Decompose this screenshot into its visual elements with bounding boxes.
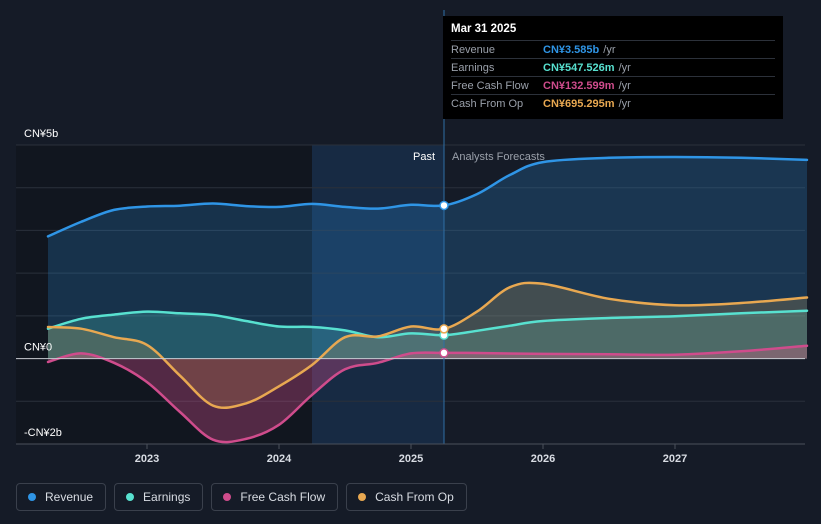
highlight-region-background [312, 145, 444, 444]
tooltip-row-cash-from-op: Cash From Op CN¥695.295m /yr [451, 94, 775, 112]
data-tooltip: Mar 31 2025 Revenue CN¥3.585b /yr Earnin… [443, 16, 783, 119]
x-tick-label: 2026 [531, 453, 555, 465]
tooltip-row-revenue: Revenue CN¥3.585b /yr [451, 40, 775, 58]
forecast-label: Analysts Forecasts [452, 151, 545, 163]
legend-label: Earnings [143, 490, 191, 504]
free-cash-flow-dot-icon [223, 493, 232, 501]
x-tick-label: 2023 [135, 453, 159, 465]
free-cash-flow-area [48, 345, 807, 443]
y-tick-label: -CN¥2b [24, 427, 62, 439]
chart-legend: Revenue Earnings Free Cash Flow Cash Fro… [16, 483, 467, 511]
tooltip-unit: /yr [618, 97, 631, 110]
y-axis-labels: CN¥5b CN¥0 -CN¥2b [24, 128, 62, 439]
tooltip-date: Mar 31 2025 [451, 23, 517, 35]
legend-label: Revenue [45, 490, 94, 504]
revenue-dot-icon [28, 493, 36, 501]
tooltip-label: Free Cash Flow [451, 79, 529, 92]
tooltip-value: CN¥3.585b [543, 43, 600, 56]
tooltip-value: CN¥695.295m [543, 97, 615, 110]
cash-from-op-dot-icon [358, 493, 367, 501]
revenue-line [46, 155, 809, 238]
free-cash-flow-marker [439, 348, 449, 358]
tooltip-unit: /yr [618, 61, 631, 74]
legend-item-earnings[interactable]: Earnings [114, 483, 204, 511]
series-lines [46, 155, 809, 444]
legend-item-cash-from-op[interactable]: Cash From Op [346, 483, 467, 511]
y-tick-label: CN¥5b [24, 128, 58, 140]
legend-item-free-cash-flow[interactable]: Free Cash Flow [211, 483, 339, 511]
revenue-area [48, 157, 807, 359]
legend-label: Free Cash Flow [240, 490, 326, 504]
tooltip-row-earnings: Earnings CN¥547.526m /yr [451, 58, 775, 76]
tooltip-row-free-cash-flow: Free Cash Flow CN¥132.599m /yr [451, 76, 775, 94]
tooltip-label: Cash From Op [451, 97, 524, 110]
revenue-marker [439, 200, 449, 211]
cash-from-op-line [46, 281, 809, 410]
legend-item-revenue[interactable]: Revenue [16, 483, 107, 511]
free-cash-flow-line [46, 344, 809, 444]
x-tick-label: 2024 [267, 453, 292, 465]
tooltip-label: Earnings [451, 61, 495, 74]
cash-from-op-area [48, 282, 807, 408]
past-label: Past [413, 151, 435, 163]
x-tick-label: 2025 [399, 453, 423, 465]
legend-label: Cash From Op [375, 490, 454, 504]
cash-from-op-marker [439, 324, 449, 334]
y-tick-label: CN¥0 [24, 342, 52, 354]
tooltip-label: Revenue [451, 43, 496, 56]
earnings-dot-icon [126, 493, 135, 501]
tooltip-unit: /yr [603, 43, 616, 56]
tooltip-markers [439, 200, 449, 358]
tooltip-value: CN¥547.526m [543, 61, 615, 74]
chart-backgrounds [16, 145, 444, 444]
tooltip-value: CN¥132.599m [543, 79, 615, 92]
x-tick-label: 2027 [663, 453, 687, 465]
tooltip-unit: /yr [618, 79, 631, 92]
x-axis-labels: 2023 2024 2025 2026 2027 [16, 443, 805, 465]
